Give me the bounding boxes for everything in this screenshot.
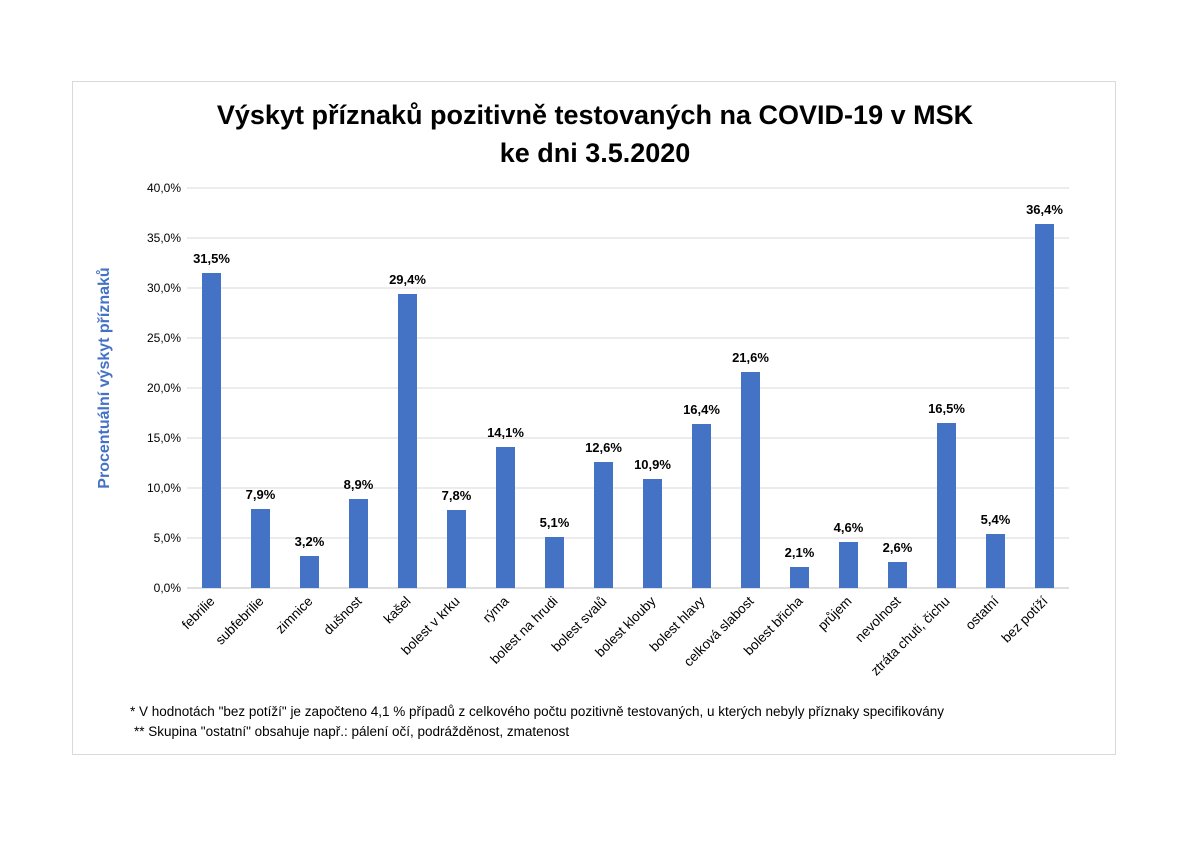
bar [300,556,319,588]
x-tick-label: subfebrilie [212,594,266,648]
x-tick-label: bez potíží [999,593,1051,645]
data-label: 7,8% [442,488,472,503]
bar [447,510,466,588]
x-tick-label: ostatní [962,593,1001,632]
y-tick-label: 15,0% [147,431,181,445]
bar [790,567,809,588]
y-tick-label: 0,0% [154,581,182,595]
bar-chart: Výskyt příznaků pozitivně testovaných na… [96,100,1069,678]
data-label: 14,1% [487,425,524,440]
footnote-1: * V hodnotách "bez potíží" je započteno … [130,704,945,719]
bar [643,479,662,588]
footnote-2: ** Skupina "ostatní" obsahuje např.: pál… [134,724,570,739]
data-label: 5,1% [540,515,570,530]
bar [937,423,956,588]
bar [349,499,368,588]
x-tick-label: rýma [480,593,512,625]
bar [741,372,760,588]
data-label: 2,6% [883,540,913,555]
data-label: 12,6% [585,440,622,455]
bar [251,509,270,588]
bar [545,537,564,588]
x-tick-label: kašel [381,594,414,627]
y-tick-label: 25,0% [147,331,181,345]
y-tick-label: 10,0% [147,481,181,495]
y-tick-label: 40,0% [147,181,181,195]
data-label: 7,9% [246,487,276,502]
data-label: 3,2% [295,534,325,549]
data-label: 10,9% [634,457,671,472]
x-tick-label: dušnost [321,593,365,637]
bar [839,542,858,588]
y-tick-label: 35,0% [147,231,181,245]
chart-title-line-2: ke dni 3.5.2020 [500,138,691,168]
data-label: 8,9% [344,477,374,492]
data-label: 29,4% [389,272,426,287]
chart-area: Výskyt příznaků pozitivně testovaných na… [72,81,1116,755]
data-label: 31,5% [193,251,230,266]
data-label: 21,6% [732,350,769,365]
x-tick-label: zimnice [273,594,316,637]
x-tick-label: nevolnost [852,593,904,645]
data-label: 2,1% [785,545,815,560]
bar [1035,224,1054,588]
bar [594,462,613,588]
bar [888,562,907,588]
chart-title-line-1: Výskyt příznaků pozitivně testovaných na… [217,100,974,130]
data-label: 16,5% [928,401,965,416]
y-tick-label: 5,0% [154,531,182,545]
bar [398,294,417,588]
bar [202,273,221,588]
data-label: 5,4% [981,512,1011,527]
x-tick-label: průjem [815,594,855,634]
x-tick-label: febrilie [179,594,218,633]
data-label: 4,6% [834,520,864,535]
bar [496,447,515,588]
bar [692,424,711,588]
y-axis-title: Procentuální výskyt příznaků [96,267,113,488]
bar [986,534,1005,588]
data-label: 36,4% [1026,202,1063,217]
y-tick-label: 20,0% [147,381,181,395]
data-label: 16,4% [683,402,720,417]
y-tick-label: 30,0% [147,281,181,295]
